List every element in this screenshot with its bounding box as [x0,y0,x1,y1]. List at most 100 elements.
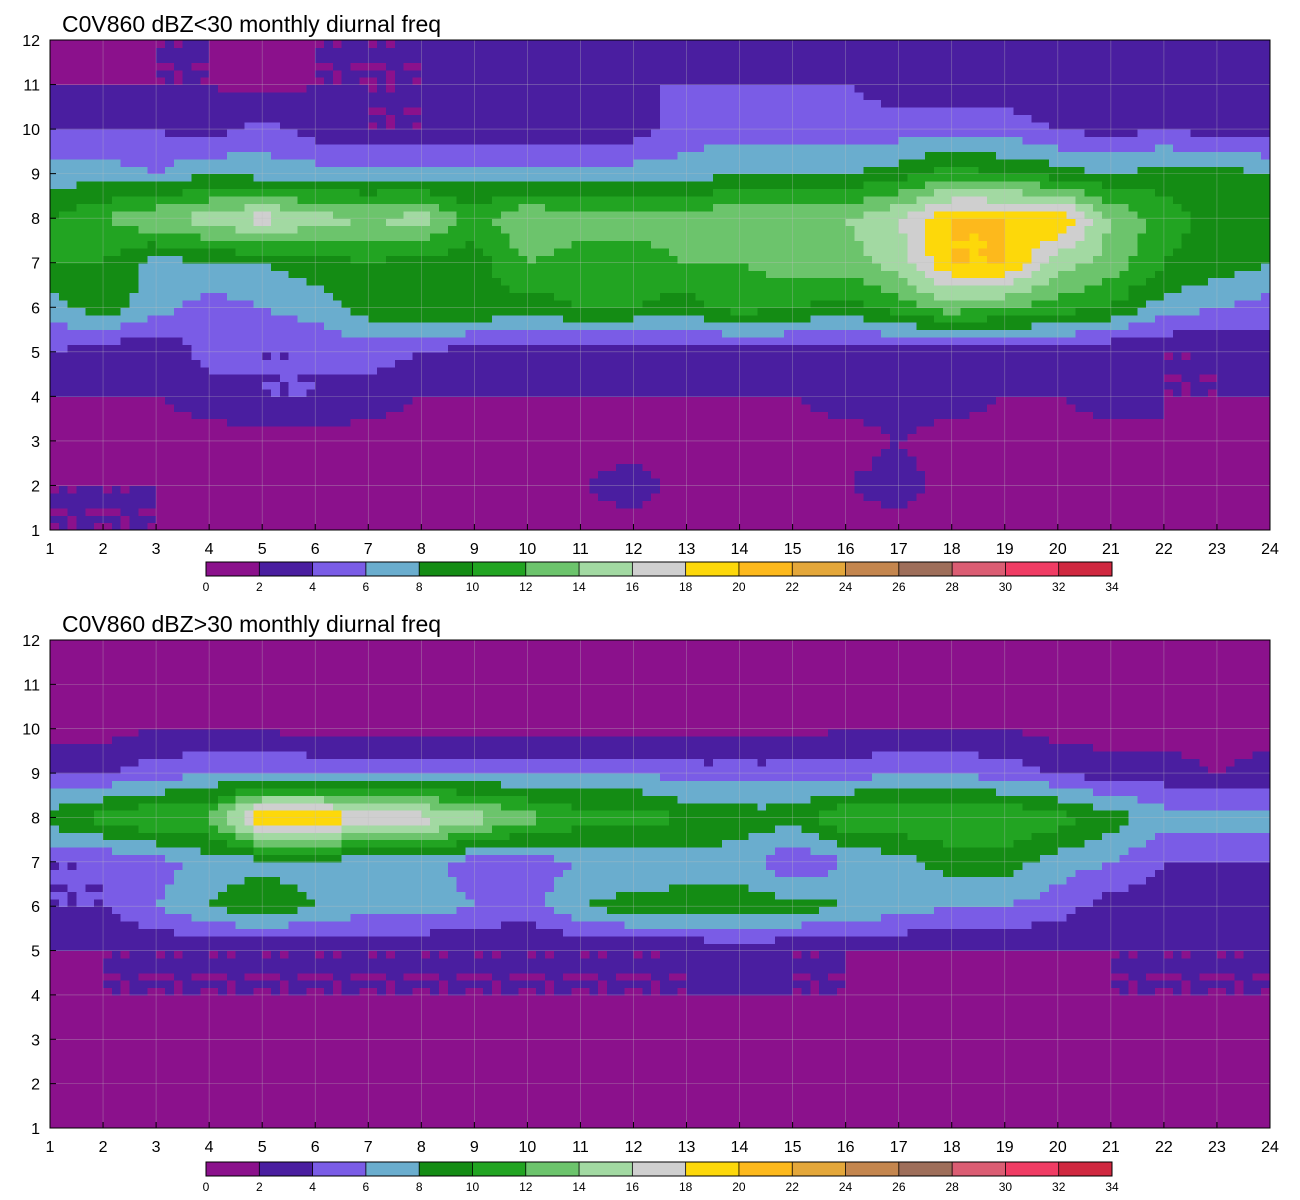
heatmap-cell [359,344,369,353]
heatmap-cell [660,411,670,420]
heatmap-cell [863,396,873,405]
heatmap-cell [85,478,95,487]
heatmap-cell [1163,322,1174,331]
heatmap-cell [907,507,917,516]
heatmap-cell [509,522,520,531]
heatmap-cell [217,433,228,442]
heatmap-cell [447,359,458,368]
heatmap-cell [615,470,626,479]
heatmap-cell [306,344,316,353]
heatmap-cell [1066,299,1077,308]
heatmap-cell [315,329,325,338]
heatmap-cell [253,418,263,427]
heatmap-cell [297,366,307,375]
heatmap-cell [332,500,343,509]
heatmap-cell [474,470,484,479]
heatmap-cell [642,500,652,509]
heatmap-cell [509,314,520,323]
heatmap-cell [324,448,334,457]
heatmap-cell [651,507,661,516]
heatmap-cell [1066,388,1077,397]
heatmap-cell [403,351,414,360]
heatmap-cell [191,463,201,472]
heatmap-cell [492,418,502,427]
heatmap-cell [642,270,652,279]
heatmap-cell [58,344,69,353]
heatmap-cell [1022,277,1032,286]
heatmap-cell [297,485,307,494]
heatmap-cell [827,374,838,383]
heatmap-cell [1102,299,1112,308]
heatmap-cell [1199,359,1209,368]
heatmap-cell [810,299,820,308]
heatmap-cell [686,270,696,279]
heatmap-cell [217,403,228,412]
heatmap-cell [1110,448,1121,457]
heatmap-cell [209,359,219,368]
heatmap-cell [1172,322,1183,331]
heatmap-cell [580,522,590,531]
heatmap-cell [200,388,210,397]
heatmap-cell [1048,485,1059,494]
heatmap-cell [668,270,679,279]
heatmap-cell [739,336,750,345]
heatmap-cell [173,285,184,294]
heatmap-cell [430,470,440,479]
heatmap-cell [50,492,60,501]
heatmap-cell [1163,485,1174,494]
heatmap-cell [668,299,679,308]
heatmap-cell [827,322,838,331]
heatmap-cell [898,507,909,516]
heatmap-cell [200,433,210,442]
heatmap-cell [85,426,95,435]
heatmap-cell [518,285,528,294]
heatmap-cell [271,411,281,420]
heatmap-cell [359,448,369,457]
heatmap-cell [350,500,361,509]
heatmap-cell [1040,470,1050,479]
heatmap-cell [1022,418,1032,427]
heatmap-cell [1119,478,1130,487]
heatmap-cell [553,388,564,397]
heatmap-cell [562,329,573,338]
heatmap-cell [518,374,528,383]
heatmap-cell [1048,374,1059,383]
heatmap-cell [589,277,599,286]
heatmap-cell [483,285,493,294]
heatmap-cell [129,314,140,323]
heatmap-cell [766,374,776,383]
heatmap-cell [147,292,157,301]
heatmap-cell [1119,336,1130,345]
heatmap-cell [412,336,422,345]
heatmap-cell [1208,403,1218,412]
heatmap-cell [403,322,414,331]
heatmap-cell [995,322,1006,331]
heatmap-cell [739,307,750,316]
heatmap-cell [138,292,148,301]
heatmap-cell [279,448,290,457]
heatmap-cell [226,411,237,420]
heatmap-cell [412,270,422,279]
heatmap-cell [960,336,971,345]
heatmap-cell [713,515,723,524]
heatmap-cell [1040,307,1050,316]
heatmap-cell [553,307,564,316]
heatmap-cell [704,314,714,323]
heatmap-cell [1013,470,1024,479]
heatmap-cell [739,388,750,397]
heatmap-cell [766,433,776,442]
heatmap-cell [1093,374,1103,383]
heatmap-cell [217,515,228,524]
heatmap-cell [571,507,582,516]
heatmap-cell [306,292,316,301]
heatmap-cell [359,411,369,420]
heatmap-cell [660,374,670,383]
heatmap-cell [792,411,803,420]
heatmap-cell [1093,470,1103,479]
heatmap-cell [138,522,148,531]
heatmap-cell [960,270,971,279]
heatmap-cell [368,351,378,360]
heatmap-cell [580,411,590,420]
heatmap-cell [492,455,502,464]
heatmap-cell [704,485,714,494]
